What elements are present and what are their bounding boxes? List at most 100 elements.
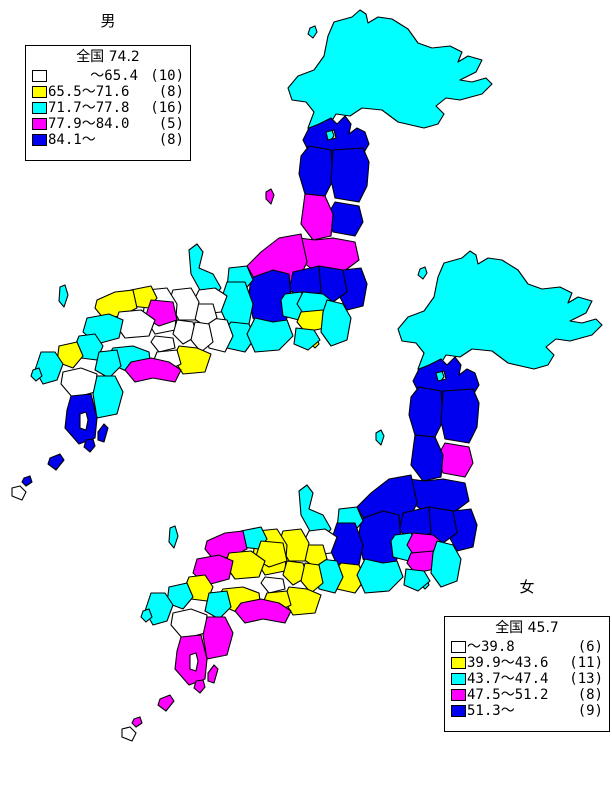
legend-range: 84.1～ [48, 132, 96, 148]
pref-yamagata-female [410, 434, 444, 482]
pref-nagasaki-isl-female [140, 608, 153, 623]
legend-swatch-cyan [451, 673, 466, 685]
pref-aomori-female [412, 356, 480, 398]
legend-range: 39.9～43.6 [467, 655, 549, 671]
legend-range: 77.9～84.0 [48, 116, 130, 132]
legend-range: 43.7～47.4 [467, 671, 549, 687]
pref-okinawa-isl2-female [121, 726, 137, 742]
male-legend: 全国 74.2 ～65.4 (10) 65.5～71.6 (8) 71.7～77… [25, 45, 191, 161]
pref-aomori-male [302, 115, 370, 157]
legend-item: 71.7～77.8 (16) [32, 100, 184, 116]
legend-count: (6) [577, 639, 603, 655]
pref-sado-male [265, 188, 275, 205]
legend-range: ～39.8 [467, 639, 515, 655]
legend-swatch-blue [451, 705, 466, 717]
pref-shizuoka-female [356, 558, 404, 594]
pref-akita-female [408, 386, 444, 438]
legend-item: 47.5～51.2 (8) [451, 687, 603, 703]
pref-okinawa-isl-female [131, 716, 143, 728]
male-national-average: 全国 74.2 [76, 49, 140, 65]
legend-item: 51.3～ (9) [451, 703, 603, 719]
legend-range: 47.5～51.2 [467, 687, 549, 703]
legend-range: 65.5～71.6 [48, 84, 130, 100]
legend-count: (8) [577, 687, 603, 703]
legend-swatch-magenta [32, 118, 47, 130]
legend-swatch-magenta [451, 689, 466, 701]
female-map-title: 女 [519, 578, 535, 596]
legend-count: (9) [577, 703, 603, 719]
male-map [11, 9, 493, 501]
legend-item: 39.9～43.6 (11) [451, 655, 603, 671]
pref-oita-male [94, 349, 122, 379]
pref-kochi-female [234, 598, 292, 624]
pref-chiba-female [430, 540, 462, 588]
pref-miyazaki-female [202, 616, 234, 660]
pref-okinawa-female [157, 694, 175, 712]
male-map-title: 男 [100, 12, 116, 30]
legend-swatch-yellow [451, 657, 466, 669]
pref-akita-male [298, 145, 334, 197]
pref-kumamoto-male [60, 367, 98, 399]
pref-kagoshima-isl-male [83, 438, 96, 453]
legend-swatch-white [32, 70, 47, 82]
pref-kochi-male [124, 357, 182, 383]
pref-kagoshima-female [174, 634, 208, 686]
pref-amami-female [207, 664, 219, 684]
pref-oita-female [204, 590, 232, 620]
pref-hokkaido-islet-male [307, 25, 318, 39]
pref-kagoshima-isl-female [193, 679, 206, 694]
legend-range: 51.3～ [467, 703, 515, 719]
pref-kanagawa-male [293, 327, 321, 351]
legend-swatch-blue [32, 134, 47, 146]
pref-nara-male [190, 321, 214, 353]
legend-count: (10) [150, 68, 184, 84]
pref-kagawa-male [150, 335, 176, 353]
legend-item: 84.1～ (8) [32, 132, 184, 148]
pref-miyazaki-male [92, 375, 124, 419]
legend-count: (11) [569, 655, 603, 671]
legend-range: 71.7～77.8 [48, 100, 130, 116]
legend-item: 65.5～71.6 (8) [32, 84, 184, 100]
pref-ishikawa-male [188, 243, 222, 299]
legend-item: ～65.4 (10) [32, 68, 184, 84]
pref-shizuoka-male [246, 317, 294, 353]
legend-count: (8) [158, 132, 184, 148]
pref-tsushima-female [168, 525, 179, 549]
female-legend-rows: ～39.8 (6) 39.9～43.6 (11) 43.7～47.4 (13) … [445, 639, 609, 723]
legend-count: (8) [158, 84, 184, 100]
legend-swatch-yellow [32, 86, 47, 98]
pref-hokkaido-male [287, 9, 493, 147]
pref-nara-female [300, 562, 324, 594]
pref-iwate-female [440, 388, 480, 444]
legend-range: ～65.4 [90, 68, 138, 84]
legend-swatch-white [451, 641, 466, 653]
pref-okinawa-isl-male [21, 475, 33, 487]
pref-okinawa-male [47, 453, 65, 471]
legend-item: 77.9～84.0 (5) [32, 116, 184, 132]
female-national-average: 全国 45.7 [495, 620, 559, 636]
pref-chiba-male [320, 299, 352, 347]
pref-nagasaki-isl-male [30, 367, 43, 382]
legend-count: (5) [158, 116, 184, 132]
pref-sado-female [375, 429, 385, 446]
pref-iwate-male [330, 147, 370, 203]
legend-item: ～39.8 (6) [451, 639, 603, 655]
pref-amami-male [97, 423, 109, 443]
pref-kagawa-female [260, 576, 286, 594]
pref-kanagawa-female [403, 568, 431, 592]
pref-ishikawa-female [298, 484, 332, 540]
pref-kagoshima-male [64, 393, 98, 445]
legend-count: (16) [150, 100, 184, 116]
pref-tsushima-male [58, 284, 69, 308]
female-map [121, 250, 603, 742]
legend-swatch-cyan [32, 102, 47, 114]
pref-yamagata-male [300, 193, 334, 241]
pref-kumamoto-female [170, 608, 208, 640]
female-legend: 全国 45.7 ～39.8 (6) 39.9～43.6 (11) 43.7～47… [444, 616, 610, 732]
pref-hokkaido-female [397, 250, 603, 388]
male-legend-rows: ～65.4 (10) 65.5～71.6 (8) 71.7～77.8 (16) … [26, 68, 190, 152]
legend-count: (13) [569, 671, 603, 687]
legend-item: 43.7～47.4 (13) [451, 671, 603, 687]
pref-hokkaido-islet-female [417, 266, 428, 280]
